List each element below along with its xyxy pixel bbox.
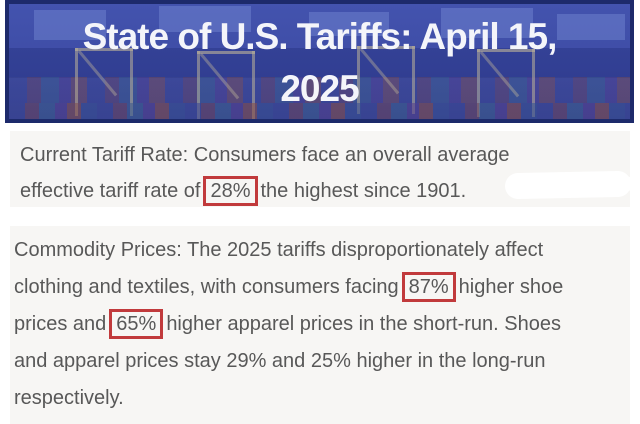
apparel-price-highlight: 65% [109,309,164,339]
container-stack-patch [159,6,251,32]
gantry-crane-icon [75,48,133,116]
current-tariff-line2: effective tariff rate of 28% the highest s… [20,173,630,209]
page-title: State of U.S. Tariffs: April 15, 2025 [9,11,630,115]
page-title-line2: 2025 [280,68,359,109]
page-title-line1: State of U.S. Tariffs: April 15, [82,16,558,57]
hero-banner: State of U.S. Tariffs: April 15, 2025 [5,0,634,123]
current-tariff-line2-post: the highest since 1901. [260,180,467,202]
gantry-crane-icon [197,51,255,119]
gantry-crane-icon [357,46,415,114]
current-tariff-line2-pre: effective tariff rate of [20,180,201,202]
commodity-line2: clothing and textiles, with consumers fa… [14,269,630,306]
container-strip [9,103,630,119]
container-stack-patch [309,12,389,36]
commodity-line2-pre: clothing and textiles, with consumers fa… [14,276,399,298]
commodity-line4: and apparel prices stay 29% and 25% high… [14,350,546,372]
container-stack-patch [557,14,625,40]
commodity-prices-section: Commodity Prices: The 2025 tariffs dispr… [10,226,630,424]
current-tariff-line1: Current Tariff Rate: Consumers face an o… [20,144,510,166]
gantry-crane-icon [477,49,535,117]
tariff-rate-highlight: 28% [203,176,258,206]
current-tariff-section: Current Tariff Rate: Consumers face an o… [10,131,632,209]
commodity-line3: prices and 65% higher apparel prices in th… [14,306,630,343]
commodity-line2-post: higher shoe [458,276,564,298]
commodity-line5: respectively. [14,387,124,409]
commodity-line3-post: higher apparel prices in the short-run. … [166,313,561,335]
whiteout-redaction [504,170,632,200]
container-stack-patch [441,8,533,38]
commodity-line3-pre: prices and [14,313,107,335]
shoe-price-highlight: 87% [401,272,456,302]
container-stack-patch [34,10,106,40]
commodity-line1: Commodity Prices: The 2025 tariffs dispr… [14,239,544,261]
